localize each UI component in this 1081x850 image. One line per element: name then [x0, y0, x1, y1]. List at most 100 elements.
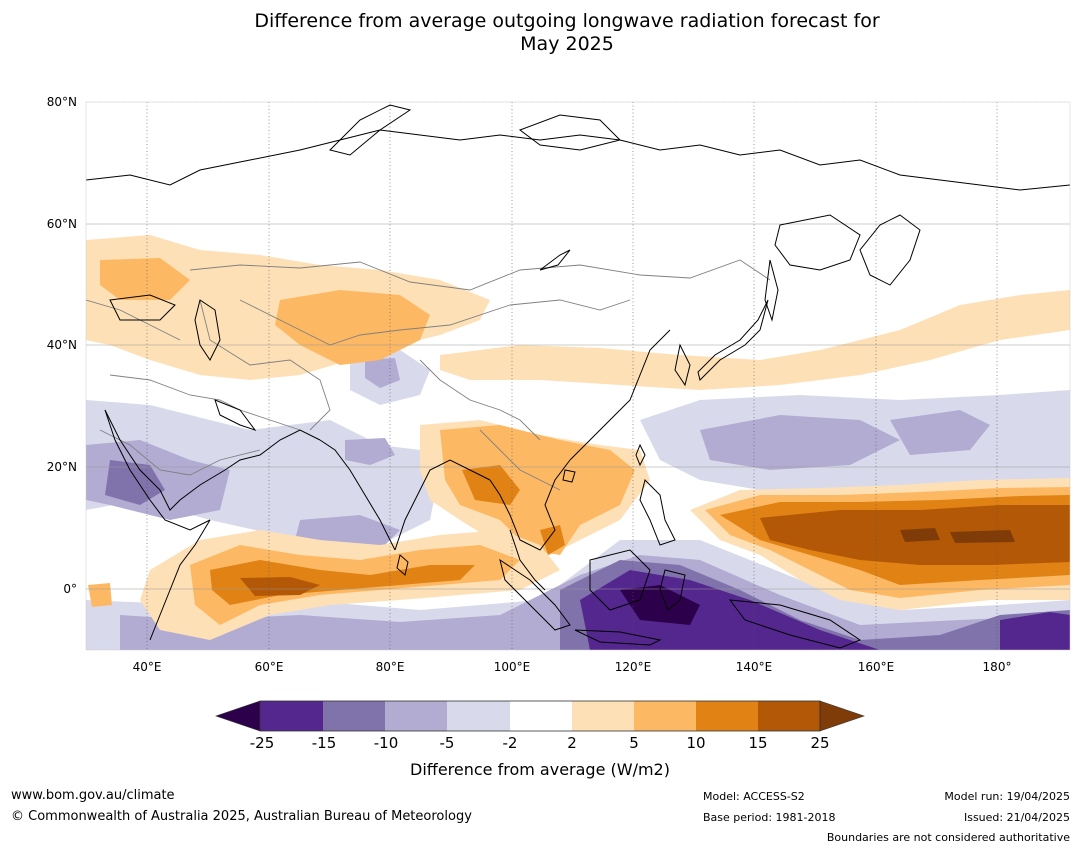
colorbar-swatch: [758, 701, 820, 731]
colorbar-tick-label: -15: [312, 734, 337, 752]
anomaly-region: [700, 415, 900, 470]
footer-model-run: Model run: 19/04/2025: [944, 790, 1070, 803]
coastline-java: [574, 629, 662, 646]
colorbar-tick-label: 15: [748, 734, 767, 752]
coastline-sakhalin: [764, 259, 779, 322]
colorbar-tick-label: 10: [686, 734, 705, 752]
coastline-sumatra: [499, 558, 571, 631]
colorbar-under-extension: [215, 700, 261, 732]
lon-label-40: 40°E: [133, 660, 162, 674]
coastline-east-africa: [149, 519, 211, 641]
colorbar-swatch: [572, 701, 634, 731]
coastline-red-sea-west: [104, 409, 211, 531]
colorbar-outline: [259, 700, 821, 732]
map-title: Difference from average outgoing longwav…: [0, 10, 1081, 56]
colorbar-tick-label: 25: [810, 734, 829, 752]
meridians: [146, 102, 998, 650]
map-plot: [86, 102, 1070, 650]
colorbar: -25 -15 -10 -5 -2 2 5 10 15 25 Differenc…: [215, 700, 865, 779]
footer-website: www.bom.gov.au/climate: [11, 788, 175, 803]
colorbar-swatch: [323, 701, 385, 731]
colorbar-swatch: [510, 701, 572, 731]
boundary-line: [109, 374, 301, 431]
coastline-indochina: [489, 459, 571, 551]
coastline-arctic: [86, 129, 1070, 191]
longitude-labels: 40°E 60°E 80°E 100°E 120°E 140°E 160°E 1…: [133, 660, 1012, 674]
coastline-taiwan: [635, 443, 646, 467]
country-boundaries: [86, 259, 771, 491]
anomaly-region: [345, 438, 395, 465]
lat-label-60: 60°N: [47, 217, 77, 231]
lat-label-80: 80°N: [47, 95, 77, 109]
anomaly-region: [620, 585, 700, 625]
coastline-kamchatka: [859, 214, 921, 286]
map-frame: [85, 101, 1071, 651]
anomaly-region: [365, 358, 400, 388]
coastline-new-guinea: [728, 599, 862, 649]
lon-label-100: 100°E: [494, 660, 531, 674]
colorbar-swatch: [385, 701, 447, 731]
colorbar-swatch: [447, 701, 510, 731]
lon-label-80: 80°E: [376, 660, 405, 674]
coastline-india: [319, 439, 396, 551]
anomaly-region: [1000, 612, 1070, 650]
boundary-line: [479, 429, 561, 491]
coastlines: [86, 104, 1070, 649]
coastline-sulawesi: [659, 569, 686, 611]
boundary-line: [239, 299, 631, 346]
coastline-borneo: [589, 549, 651, 611]
coastline-arabian-sea: [224, 429, 321, 471]
colorbar-tick-label: -10: [374, 734, 399, 752]
boundary-line: [199, 299, 331, 431]
anomaly-region: [540, 525, 565, 555]
lon-label-180: 180°: [983, 660, 1012, 674]
lat-label-0: 0°: [63, 582, 77, 596]
latitude-labels: 80°N 60°N 40°N 20°N 0°: [47, 95, 77, 596]
coastline-sri-lanka: [396, 554, 409, 576]
colorbar-swatch: [260, 701, 323, 731]
lat-label-40: 40°N: [47, 338, 77, 352]
coastline-okhotsk: [774, 214, 861, 271]
anomaly-region: [900, 528, 940, 542]
boundary-line: [86, 299, 181, 341]
boundary-line: [419, 359, 541, 441]
anomaly-region: [440, 425, 635, 555]
colorbar-tick-label: -5: [440, 734, 455, 752]
lon-label-160: 160°E: [858, 660, 895, 674]
coastline-malay: [509, 529, 546, 591]
colorbar-tick-label: 5: [629, 734, 639, 752]
footer-disclaimer: Boundaries are not considered authoritat…: [826, 831, 1070, 844]
colorbar-over-extension: [819, 700, 865, 732]
coastline-hainan: [562, 469, 576, 483]
coastline-japan: [697, 299, 769, 381]
anomaly-region: [100, 258, 190, 300]
coastline-persian-gulf: [214, 399, 257, 431]
coastline-novaya-zemlya: [329, 104, 412, 156]
lon-label-140: 140°E: [736, 660, 773, 674]
colorbar-tick-label: -2: [503, 734, 518, 752]
anomaly-region: [88, 583, 112, 607]
coastline-arabia: [104, 409, 226, 511]
colorbar-tick-label: 2: [567, 734, 577, 752]
footer-issued: Issued: 21/04/2025: [963, 811, 1070, 824]
anomaly-region: [440, 290, 1070, 390]
lon-label-60: 60°E: [255, 660, 284, 674]
lat-label-20: 20°N: [47, 460, 77, 474]
map-title-line2: May 2025: [520, 33, 614, 55]
anomaly-region: [890, 410, 990, 455]
anomaly-region: [950, 530, 1015, 543]
map-title-line1: Difference from average outgoing longwav…: [254, 10, 880, 32]
lon-label-120: 120°E: [615, 660, 652, 674]
anomaly-region: [240, 577, 320, 596]
boundary-line: [189, 259, 771, 291]
coastline-philippines: [639, 479, 676, 546]
anomaly-shading: [86, 235, 1070, 650]
coastline-china-east: [569, 329, 671, 461]
anomaly-region: [462, 465, 520, 505]
colorbar-title: Difference from average (W/m2): [410, 760, 670, 779]
coastline-korea: [674, 343, 691, 387]
colorbar-swatch: [696, 701, 758, 731]
coastline-bay-of-bengal: [394, 459, 491, 551]
anomaly-region: [105, 460, 165, 505]
